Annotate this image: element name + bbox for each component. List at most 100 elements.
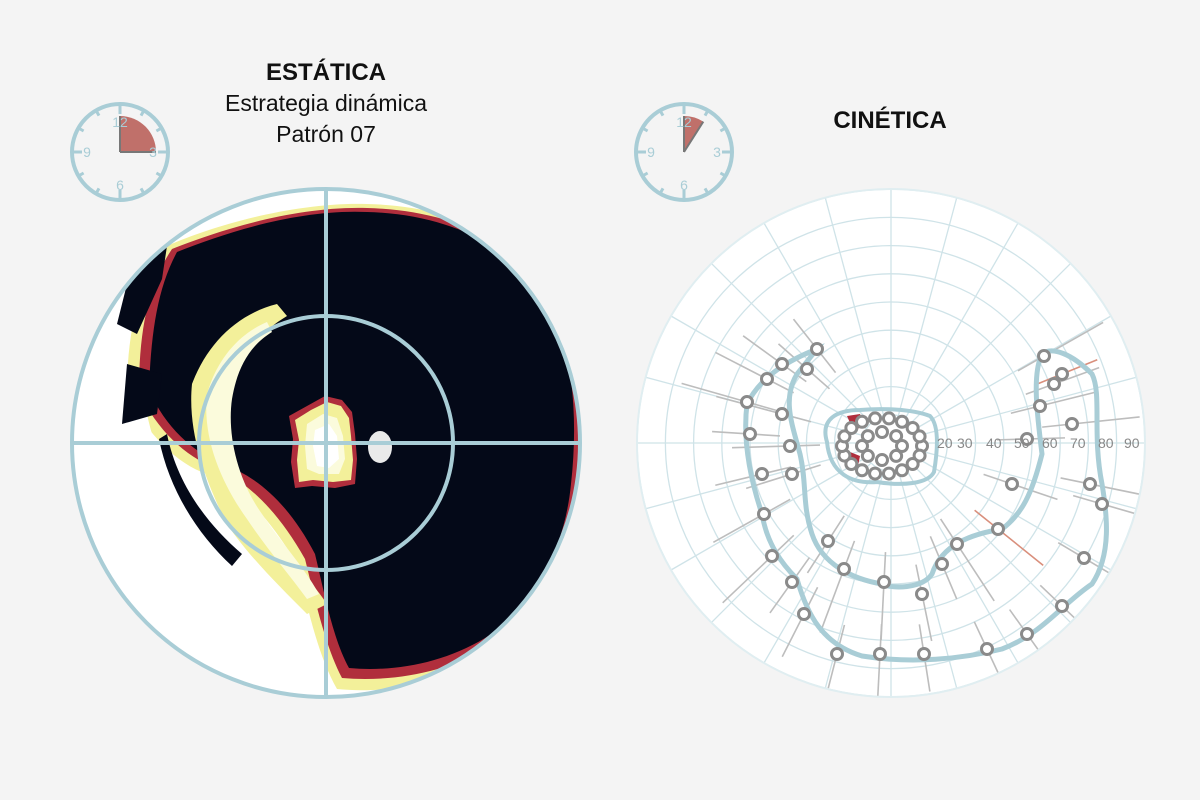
kinetic-vector	[819, 540, 856, 633]
static-clock-elapsed-sector	[120, 116, 156, 152]
kinetic-stimulus-point	[1037, 349, 1051, 363]
kinetic-visual-field-map: 20 30 40 50 60 70 80 90	[636, 188, 1146, 698]
kinetic-vector	[781, 586, 819, 658]
kinetic-stimulus-point	[895, 463, 909, 478]
kinetic-stimulus-point	[935, 557, 949, 571]
kinetic-stimulus-point	[844, 421, 859, 436]
kinetic-stimulus-point	[785, 467, 799, 481]
kinetic-stimulus-point	[991, 522, 1005, 536]
kinetic-scale-60: 60	[1042, 435, 1058, 451]
kinetic-stimulus-point	[855, 463, 869, 478]
kinetic-clock-label-12: 12	[676, 114, 692, 130]
kinetic-vector	[745, 464, 821, 490]
kinetic-stimulus-point	[868, 466, 883, 481]
kinetic-stimulus-point	[860, 429, 875, 444]
kinetic-stimulus-point	[757, 507, 771, 521]
kinetic-stimulus-point	[810, 342, 824, 356]
static-clock-label-12: 12	[112, 114, 128, 130]
kinetic-vector	[1042, 416, 1140, 428]
static-visual-field-map	[70, 187, 582, 699]
kinetic-stimulus-point	[868, 411, 883, 426]
kinetic-stimulus-point	[912, 448, 927, 463]
kinetic-scale-70: 70	[1070, 435, 1086, 451]
static-title-block: ESTÁTICA Estrategia dinámica Patrón 07	[176, 58, 476, 150]
kinetic-clock-hand-end	[683, 121, 705, 153]
kinetic-clock-label-3: 3	[713, 144, 721, 160]
kinetic-vector	[722, 534, 795, 604]
kinetic-stimulus-point	[917, 647, 931, 661]
static-field-border	[70, 187, 582, 699]
kinetic-stimulus-point	[860, 448, 875, 463]
kinetic-stimulus-point	[785, 575, 799, 589]
kinetic-stimulus-point	[873, 647, 887, 661]
kinetic-stimulus-point	[844, 456, 859, 471]
static-clock-label-9: 9	[83, 144, 91, 160]
static-field-grid	[72, 189, 580, 697]
kinetic-stimulus-point	[797, 607, 811, 621]
kinetic-stimulus-point	[905, 421, 920, 436]
kinetic-stimulus-point	[775, 407, 789, 421]
kinetic-stimulus-point	[895, 414, 909, 429]
kinetic-stimulus-point	[740, 395, 754, 409]
kinetic-vector	[880, 551, 887, 640]
static-field-sensitivity-map	[87, 203, 580, 694]
kinetic-stimulus-points	[740, 342, 1109, 661]
kinetic-scale-90: 90	[1124, 435, 1140, 451]
kinetic-stimulus-point	[855, 439, 869, 453]
kinetic-vector	[715, 351, 795, 394]
kinetic-scale-80: 80	[1098, 435, 1114, 451]
kinetic-vector	[974, 509, 1044, 566]
kinetic-stimulus-point	[889, 448, 904, 463]
static-clock-ticks	[72, 104, 168, 200]
kinetic-outer-isopter	[743, 343, 1109, 663]
kinetic-stimulus-point	[875, 453, 889, 467]
kinetic-stimulus-point	[855, 414, 869, 429]
static-clock-label-3: 3	[149, 144, 157, 160]
kinetic-vector	[939, 518, 995, 602]
kinetic-stimulus-point	[889, 429, 904, 444]
kinetic-stimulus-point	[1033, 399, 1047, 413]
kinetic-vector	[681, 382, 777, 411]
kinetic-scale-labels: 20 30 40 50 60 70 80 90	[937, 435, 1140, 451]
kinetic-clock-icon: 12 3 6 9	[634, 102, 734, 202]
kinetic-vector	[716, 395, 812, 423]
kinetic-stimulus-point	[895, 439, 909, 453]
kinetic-stimulus-point	[1020, 627, 1034, 641]
static-clock-icon: 12 3 6 9	[70, 102, 170, 202]
kinetic-stimulus-point	[1020, 432, 1034, 446]
kinetic-stimulus-point	[760, 372, 774, 386]
kinetic-vector	[915, 564, 933, 642]
kinetic-stimulus-point	[881, 411, 896, 426]
static-title: ESTÁTICA	[266, 59, 386, 86]
static-clock-label-6: 6	[116, 177, 124, 193]
static-pattern: Patrón 07	[276, 121, 376, 147]
kinetic-stimulus-point	[905, 456, 920, 471]
kinetic-vector	[712, 498, 791, 544]
kinetic-stimulus-point	[830, 647, 844, 661]
kinetic-stimulus-point	[821, 534, 835, 548]
kinetic-vector	[875, 623, 883, 697]
kinetic-scale-20: 20	[937, 435, 953, 451]
kinetic-scale-40: 40	[986, 435, 1002, 451]
kinetic-vector	[1017, 321, 1104, 372]
kinetic-stimulus-point	[775, 357, 789, 371]
kinetic-title: CINÉTICA	[833, 107, 947, 134]
kinetic-stimulus-point	[881, 466, 896, 481]
kinetic-stimulus-point	[783, 439, 797, 453]
kinetic-stimulus-point	[877, 575, 891, 589]
kinetic-clock-label-6: 6	[680, 177, 688, 193]
kinetic-field-border	[636, 188, 1146, 698]
kinetic-stimulus-point	[765, 549, 779, 563]
kinetic-stimulus-point	[875, 425, 889, 439]
kinetic-scale-30: 30	[957, 435, 973, 451]
kinetic-clock-label-9: 9	[647, 144, 655, 160]
kinetic-stimulus-point	[1077, 551, 1091, 565]
kinetic-stimulus-point	[1083, 477, 1097, 491]
kinetic-stimulus-point	[1055, 599, 1069, 613]
kinetic-stimulus-point	[1047, 377, 1061, 391]
kinetic-vector	[1010, 391, 1097, 415]
static-strategy: Estrategia dinámica	[225, 90, 427, 116]
kinetic-stimulus-point	[980, 642, 994, 656]
kinetic-clock-ticks	[636, 104, 732, 200]
kinetic-vector	[983, 473, 1058, 501]
